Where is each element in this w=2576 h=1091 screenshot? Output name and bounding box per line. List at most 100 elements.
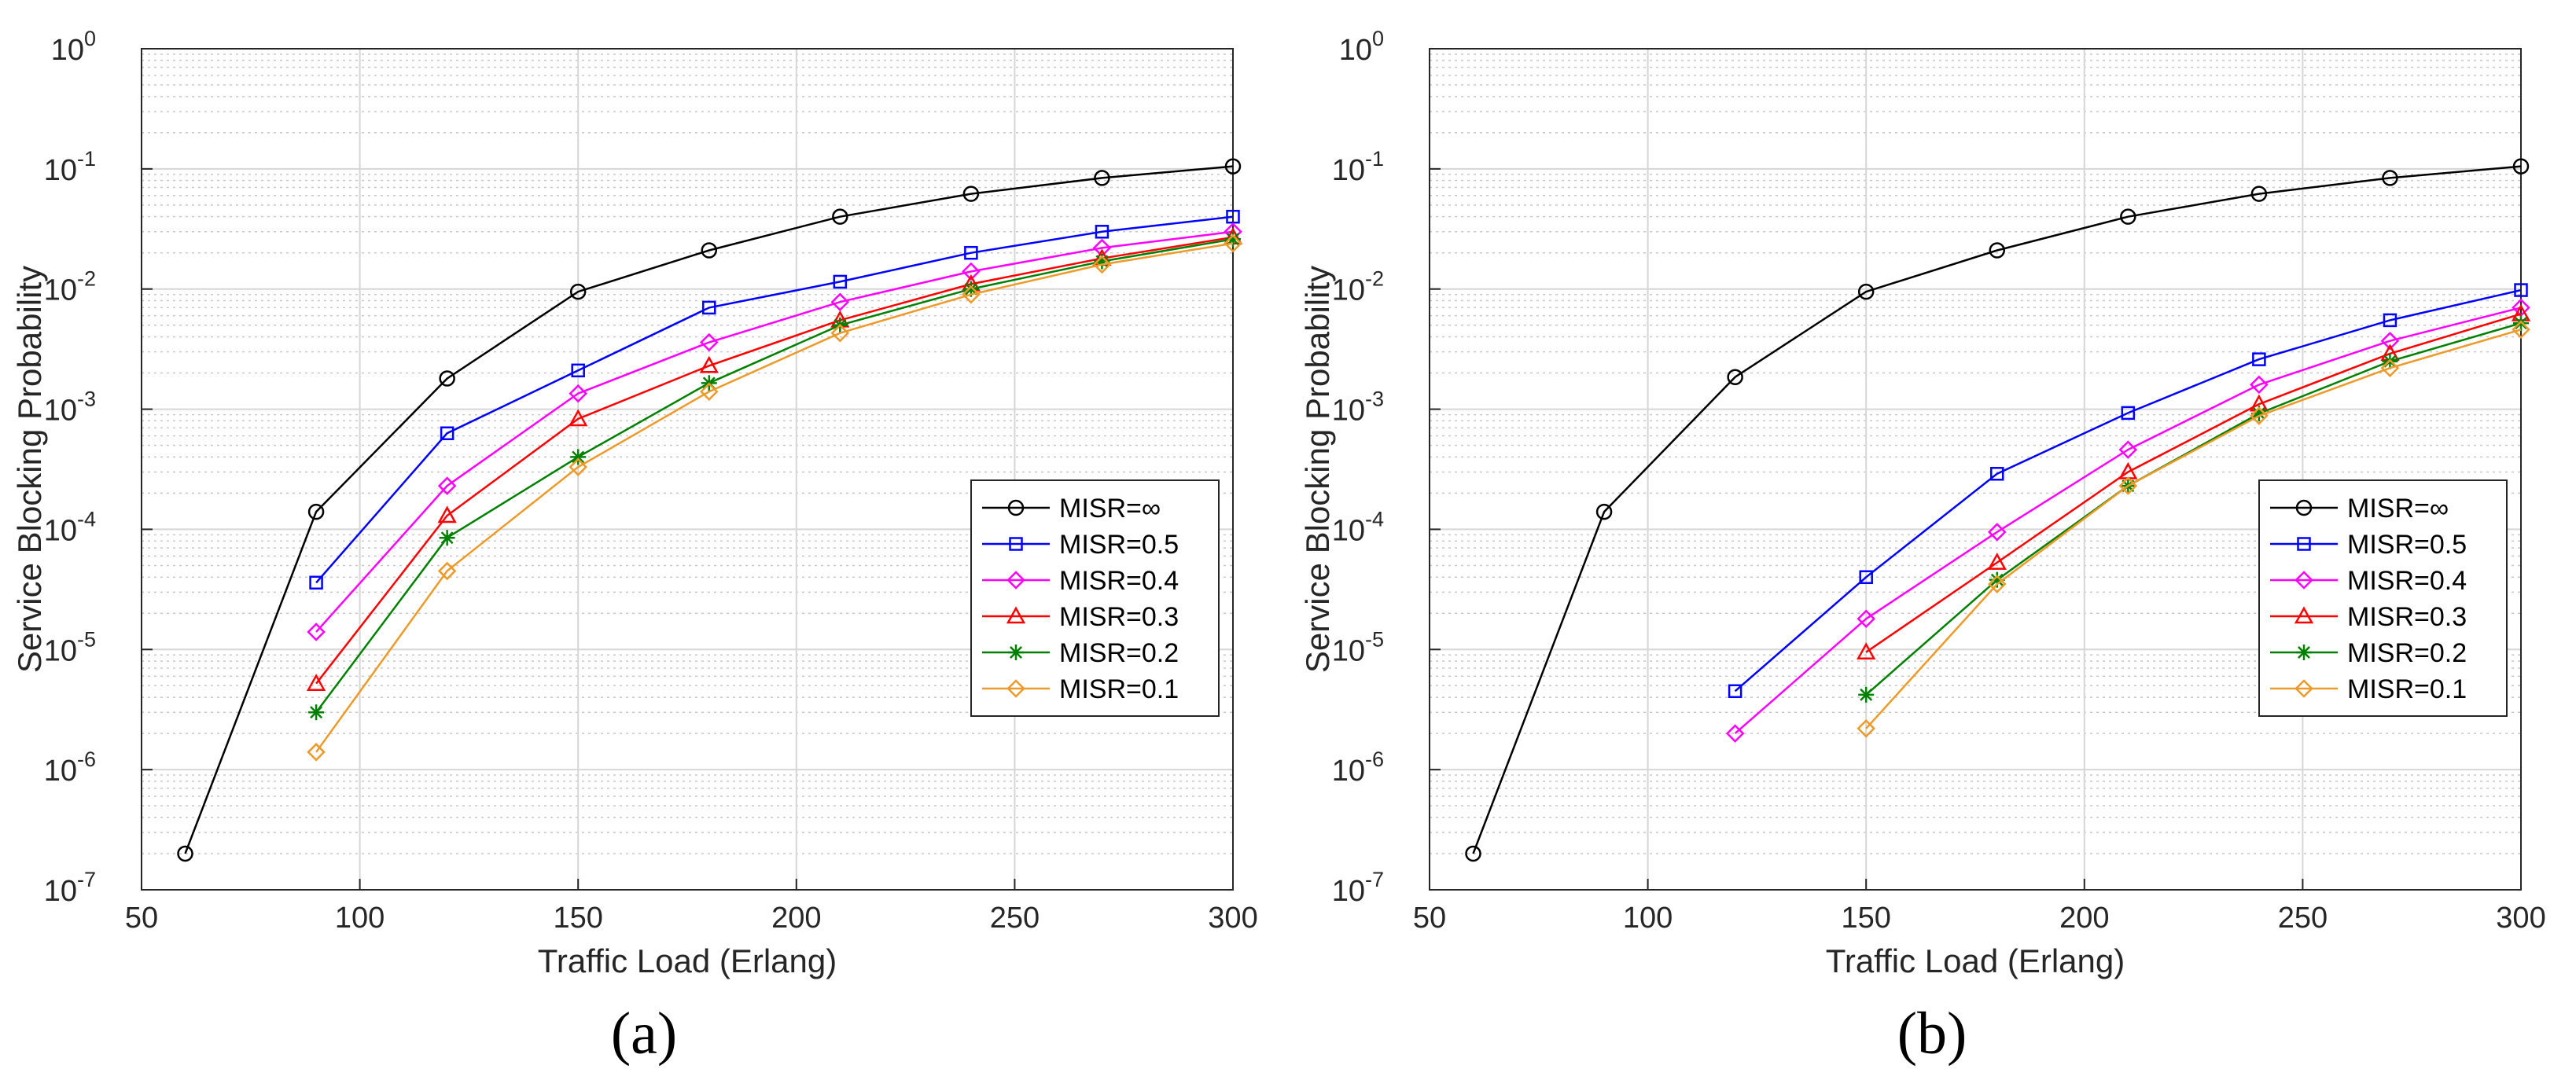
chart-a: 50 100 150 200 250 300 10-7 10-6 10-5 10-4 10-3 10-… xyxy=(11,27,1258,979)
chart-1-series-2-point xyxy=(2118,440,2138,459)
chart-1-series-5-point xyxy=(2250,406,2269,425)
chart-1-x-tick-label: 50 xyxy=(1413,902,1446,935)
chart-1-y-tick-exponent: -6 xyxy=(1365,748,1384,771)
chart-1-legend-swatch-marker xyxy=(2294,606,2314,624)
chart-1-series-0-point xyxy=(2512,158,2530,174)
chart-1-legend-box xyxy=(2258,479,2508,717)
chart-0-series-2-point xyxy=(569,384,587,403)
chart-0-y-tick-label: 10-7 xyxy=(44,868,96,908)
chart-0-series-5-point xyxy=(830,323,850,343)
chart-0-y-axis-label: Service Blocking Probability xyxy=(11,266,48,673)
chart-panel-b: 50 100 150 200 250 300 10-7 10-6 10-5 10-4 10-3 10-… xyxy=(1288,0,2576,1091)
chart-0-series-5-point xyxy=(1224,233,1242,253)
chart-0-y-tick-exponent: -1 xyxy=(77,147,96,171)
chart-1-y-tick-label: 10-1 xyxy=(1332,147,1384,187)
chart-0-legend-swatch-marker xyxy=(1008,645,1024,660)
chart-0-legend-swatch-marker xyxy=(1006,606,1026,624)
chart-1-legend-swatch-marker xyxy=(2295,499,2313,516)
chart-0-legend-label-1: MISR=0.5 xyxy=(1059,530,1179,560)
chart-1-series-1-point xyxy=(2383,313,2398,328)
chart-1-series-4-point xyxy=(2513,315,2529,332)
chart-0-x-tick-label: 50 xyxy=(125,902,158,935)
chart-0-y-tick-exponent: -5 xyxy=(77,627,96,651)
chart-0-y-tick-label: 10-3 xyxy=(44,388,96,428)
chart-1-y-tick-exponent: -5 xyxy=(1365,627,1384,651)
chart-1-series-2-point xyxy=(2380,331,2400,351)
chart-1-legend-label-0: MISR=∞ xyxy=(2347,494,2449,523)
chart-1-series-1-point xyxy=(1859,570,1873,585)
chart-1-series-5-point xyxy=(2380,358,2400,377)
chart-0-legend-item-4: MISR=0.2 xyxy=(982,638,1179,668)
chart-0-legend-item-0: MISR=∞ xyxy=(982,494,1161,523)
chart-1-series-3-point xyxy=(1857,642,1876,659)
chart-1-series-5-point xyxy=(1987,575,2007,593)
chart-1-series-1-point xyxy=(1990,466,2004,481)
chart-1-series-2-point xyxy=(1987,523,2007,542)
chart-1-series-2-point xyxy=(1857,609,1875,629)
chart-0-series-4-point-stroke xyxy=(440,531,454,545)
chart-0-series-5-point xyxy=(437,561,457,581)
chart-1-y-tick-exponent: -1 xyxy=(1365,147,1384,171)
chart-0-x-tick-label: 300 xyxy=(1208,902,1257,935)
chart-0-legend-label-2: MISR=0.4 xyxy=(1059,566,1179,596)
chart-0-series-0-point xyxy=(569,283,587,300)
chart-b: 50 100 150 200 250 300 10-7 10-6 10-5 10-4 10-3 10-… xyxy=(1299,27,2546,979)
chart-1-legend-label-4: MISR=0.2 xyxy=(2347,638,2467,668)
chart-0-series-5-point xyxy=(962,285,981,304)
chart-1-x-tick-label: 150 xyxy=(1841,902,1890,935)
chart-0-y-tick-label: 10-4 xyxy=(44,507,96,547)
chart-1-legend-item-0: MISR=∞ xyxy=(2270,494,2449,523)
chart-1-legend-item-1: MISR=0.5 xyxy=(2270,530,2467,560)
chart-1-series-3-line xyxy=(1865,313,2522,653)
chart-0-legend: MISR=∞ MISR=0.5 MISR=0.4 MISR=0.3 MISR=0.2 MI… xyxy=(970,479,1220,717)
chart-0-y-tick-label: 10-1 xyxy=(44,147,96,187)
chart-1-legend-item-2: MISR=0.4 xyxy=(2270,566,2467,596)
chart-0-legend-swatch-marker xyxy=(1006,679,1025,698)
chart-1-x-tick-label: 200 xyxy=(2059,902,2109,935)
chart-0-series-2-point xyxy=(307,623,326,641)
chart-1-y-tick-exponent: -2 xyxy=(1365,267,1384,291)
chart-0-series-5-point xyxy=(569,457,587,476)
chart-1-series-4 xyxy=(1858,315,2529,703)
chart-0-legend-swatch-marker-stroke xyxy=(1010,646,1022,659)
caption-a: (a) xyxy=(610,1001,678,1067)
chart-0-y-tick-label: 10-6 xyxy=(44,748,96,788)
chart-1-series-5-point xyxy=(2512,320,2530,340)
chart-0-x-tick-label: 150 xyxy=(553,902,602,935)
chart-0-series-1-point xyxy=(309,575,323,590)
chart-1-axes-box xyxy=(1429,48,2522,891)
chart-1-series-1-point xyxy=(1728,684,1742,699)
chart-1-series-0-point xyxy=(1857,283,1875,300)
chart-1-series-0-point xyxy=(1989,242,2006,259)
chart-0-legend-box xyxy=(970,479,1220,717)
chart-1-y-tick-label: 10-5 xyxy=(1332,627,1384,667)
chart-1-y-tick-label: 100 xyxy=(1339,27,1384,67)
chart-0-series-4-point xyxy=(1225,231,1241,248)
chart-0-series-0-point xyxy=(1224,158,1242,174)
chart-1-y-tick-label: 10-7 xyxy=(1332,868,1384,908)
chart-0-series-5-point xyxy=(307,743,326,762)
chart-1-legend-swatch-marker-stroke xyxy=(2298,646,2310,659)
chart-1-legend-label-2: MISR=0.4 xyxy=(2347,566,2467,596)
chart-1-series-0-point xyxy=(2382,170,2398,186)
chart-0-series-2-line xyxy=(315,230,1234,633)
chart-1-legend-label-3: MISR=0.3 xyxy=(2347,602,2467,632)
chart-0-legend-item-2: MISR=0.4 xyxy=(982,566,1179,596)
chart-0-series-4-point xyxy=(308,704,325,721)
chart-0-series-1-point xyxy=(964,245,978,260)
chart-0-series-4-point-stroke xyxy=(310,706,323,719)
chart-1-series-4-line xyxy=(1865,321,2522,696)
chart-1-y-tick-label: 10-2 xyxy=(1332,267,1384,307)
chart-0-series-0-point xyxy=(307,503,325,520)
chart-0-series-1-point xyxy=(571,363,585,378)
chart-0-series-5 xyxy=(307,233,1242,762)
chart-0-series-2-point xyxy=(437,476,457,495)
chart-1-series-4-point-stroke xyxy=(2515,317,2527,330)
chart-0-series-3-point xyxy=(699,355,719,373)
chart-1-series-2-line xyxy=(1734,307,2522,735)
chart-1-series-4-point-stroke xyxy=(1990,573,2004,586)
chart-0-series-1-point xyxy=(702,300,716,315)
chart-0-series-1-point xyxy=(833,274,848,289)
chart-0-series-4-point-stroke xyxy=(964,282,977,296)
chart-1-x-axis-label: Traffic Load (Erlang) xyxy=(1826,942,2125,979)
